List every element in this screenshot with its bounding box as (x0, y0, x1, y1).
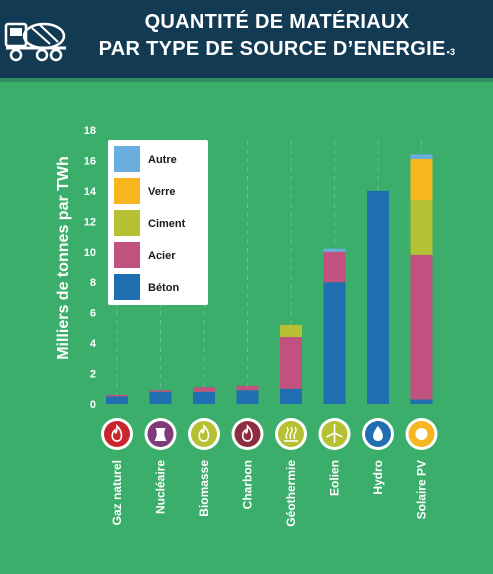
tower-shape (154, 428, 167, 441)
x-tick-label: Nucléaire (154, 460, 168, 514)
bar-segment-autre (410, 154, 433, 159)
y-tick-label: 16 (84, 155, 96, 167)
geothermal-icon (275, 418, 307, 450)
steam-wave (293, 426, 297, 440)
bar-segment-beton (236, 390, 259, 404)
turbine-blade (334, 432, 343, 438)
chart-title-line-2: PAR TYPE DE SOURCE D’ENERGIE•3 (72, 38, 482, 61)
x-tick-label: Solaire PV (415, 460, 429, 519)
bar-segment-acier (193, 387, 215, 392)
category-icons (101, 418, 438, 450)
legend-swatch (114, 210, 140, 236)
legend: Autre Verre Ciment Acier Béton (108, 140, 208, 305)
legend-label: Autre (148, 154, 177, 166)
bar-segment-beton (367, 190, 389, 404)
bar-segment-beton (193, 391, 215, 404)
turbine-blade (326, 432, 335, 438)
x-tick-label: Hydro (371, 460, 385, 495)
bar-segment-ciment (410, 200, 433, 255)
legend-swatch (114, 242, 140, 268)
legend-swatch (114, 146, 140, 172)
y-tick-label: 18 (84, 125, 96, 137)
y-tick-label: 12 (84, 216, 96, 228)
bar-segment-acier (236, 385, 259, 391)
bar-segment-beton (280, 388, 302, 404)
y-tick-label: 14 (84, 186, 97, 198)
y-tick-label: 6 (90, 308, 96, 320)
flame-icon (231, 418, 264, 450)
flame-shape (111, 424, 123, 442)
x-tick-label: Eolien (328, 460, 342, 496)
chart-title-line-2-text: PAR TYPE DE SOURCE D’ENERGIE (98, 38, 446, 60)
bar-segment-acier (149, 390, 172, 392)
flame-icon (188, 418, 220, 450)
y-tick-label: 4 (90, 338, 97, 350)
y-axis-ticks: 0 2 4 6 8 10 12 14 16 18 (84, 125, 97, 411)
legend-label: Verre (148, 186, 176, 198)
flame-shape (198, 424, 210, 442)
sun-core (415, 428, 428, 440)
cement-mixer-truck-icon (4, 22, 66, 62)
bar-segment-beton (410, 399, 433, 404)
icon-disc (191, 421, 217, 447)
chart-title-line-1: QUANTITÉ DE MATÉRIAUX (144, 11, 410, 33)
flame-icon (101, 418, 133, 450)
bar-segment-acier (323, 251, 346, 283)
water-drop-icon (362, 418, 394, 450)
y-axis-label: Milliers de tonnes par TWh (55, 156, 72, 360)
bar-segment-beton (323, 282, 346, 404)
y-tick-label: 2 (90, 369, 96, 381)
flame-shape (241, 424, 253, 442)
y-tick-label: 10 (84, 247, 96, 259)
drop-shape (373, 426, 383, 441)
chart-title-footnote: •3 (446, 47, 456, 57)
wind-turbine-icon (318, 418, 351, 450)
legend-label: Acier (148, 250, 176, 262)
bar-segment-ciment (280, 324, 302, 338)
icon-disc (104, 421, 130, 447)
bar-segment-acier (280, 337, 302, 389)
cooling-tower-icon (144, 418, 177, 450)
legend-label: Béton (148, 282, 179, 294)
x-axis-labels: Gaz naturel Nucléaire Biomasse Charbon Géoth… (110, 460, 429, 527)
icon-disc (234, 421, 261, 447)
bar-segment-autre (323, 248, 346, 252)
chart-header: QUANTITÉ DE MATÉRIAUX PAR TYPE DE SOURCE… (0, 0, 493, 82)
x-tick-label: Gaz naturel (110, 460, 124, 525)
steam-wave (289, 426, 293, 440)
bar-segment-beton (149, 391, 172, 404)
x-tick-label: Biomasse (197, 460, 211, 517)
sun-icon (405, 418, 438, 450)
y-tick-label: 8 (90, 277, 96, 289)
y-tick-label: 0 (90, 399, 96, 411)
bars (106, 154, 433, 404)
steam-wave (285, 426, 289, 440)
bar-segment-acier (410, 254, 433, 400)
legend-label: Ciment (148, 218, 186, 230)
x-tick-label: Charbon (241, 460, 255, 509)
legend-swatch (114, 178, 140, 204)
x-tick-label: Géothermie (284, 460, 298, 527)
legend-swatch (114, 274, 140, 300)
bar-segment-acier (106, 394, 128, 397)
bar-segment-beton (106, 396, 128, 404)
bar-segment-verre (410, 158, 433, 201)
